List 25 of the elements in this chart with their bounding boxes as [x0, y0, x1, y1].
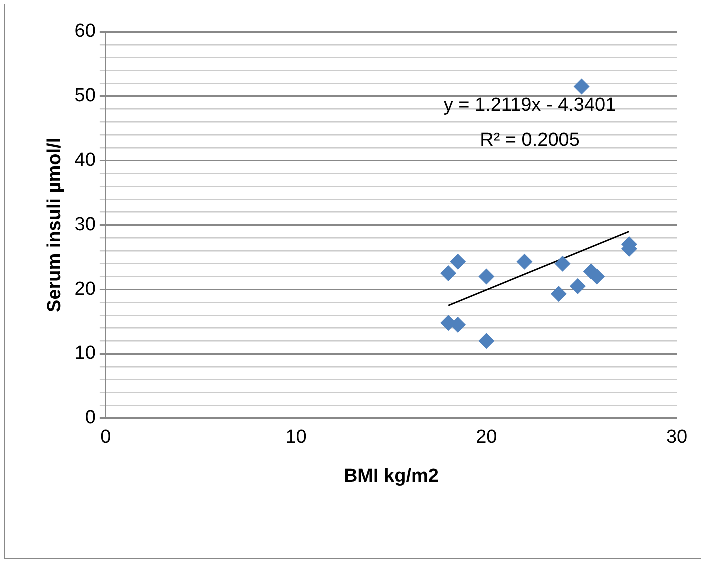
point — [554, 256, 571, 272]
x-tick-label: 20 — [476, 427, 498, 448]
point — [570, 278, 586, 294]
y-tick-label: 50 — [74, 86, 96, 107]
annotation: y = 1.2119x - 4.3401 — [444, 95, 616, 116]
y-axis-title: Serum insuli µmol/l — [44, 138, 66, 312]
point — [550, 286, 567, 302]
x-tick-label: 0 — [100, 427, 112, 448]
annotation: R² = 0.2005 — [480, 130, 580, 152]
y-tick-label: 0 — [85, 408, 96, 429]
point — [450, 254, 466, 270]
x-tick-label: 30 — [666, 427, 688, 448]
y-tick-label: 30 — [74, 214, 96, 236]
point — [574, 78, 590, 95]
y-tick-label: 60 — [74, 21, 96, 42]
y-tick-label: 40 — [74, 150, 96, 172]
x-axis-title: BMI kg/m2 — [344, 466, 439, 487]
y-tick-label: 10 — [74, 343, 96, 364]
x-tick-label: 10 — [286, 427, 307, 448]
point — [478, 268, 495, 285]
point — [440, 266, 457, 282]
point — [478, 333, 495, 350]
y-tick-label: 20 — [74, 278, 96, 300]
point — [516, 254, 533, 270]
point — [450, 317, 466, 334]
